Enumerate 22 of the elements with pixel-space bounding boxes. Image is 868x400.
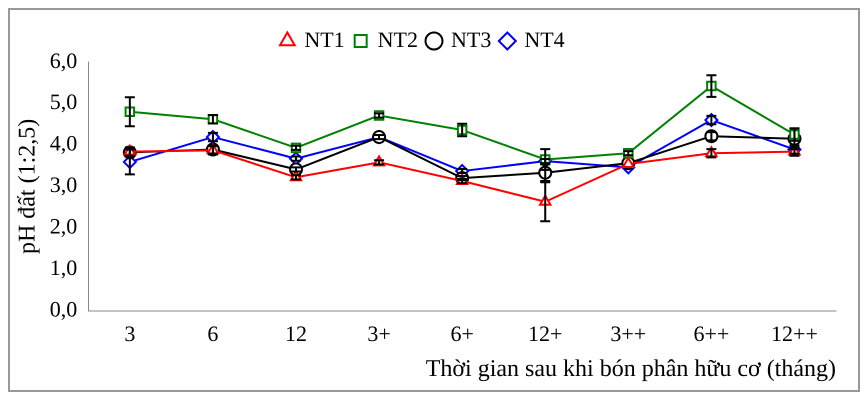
legend-label: NT1 [304, 26, 345, 52]
x-tick-label: 3+ [367, 320, 391, 346]
legend-label: NT2 [378, 26, 418, 52]
y-tick-label: 4,0 [50, 130, 78, 156]
x-tick-label: 6+ [450, 320, 474, 346]
y-tick-label: 5,0 [50, 89, 78, 114]
x-axis-title: Thời gian sau khi bón phân hữu cơ (tháng) [426, 356, 836, 382]
x-tick-label: 12+ [528, 320, 562, 346]
legend-label: NT3 [451, 26, 492, 52]
y-tick-label: 0,0 [50, 296, 78, 322]
x-tick-label: 12 [284, 320, 307, 346]
x-tick-label: 6 [207, 320, 218, 346]
x-tick-label: 12++ [771, 320, 818, 346]
x-tick-label: 6++ [693, 320, 730, 346]
y-tick-label: 1,0 [50, 255, 78, 280]
y-tick-label: 6,0 [50, 48, 78, 73]
x-tick-label: 3 [124, 320, 136, 346]
x-tick-label: 3++ [610, 320, 646, 346]
y-tick-label: 2,0 [50, 214, 78, 239]
y-axis-title: pH đất (1:2,5) [14, 118, 41, 254]
y-tick-label: 3,0 [50, 172, 78, 198]
legend-label: NT4 [524, 26, 565, 52]
